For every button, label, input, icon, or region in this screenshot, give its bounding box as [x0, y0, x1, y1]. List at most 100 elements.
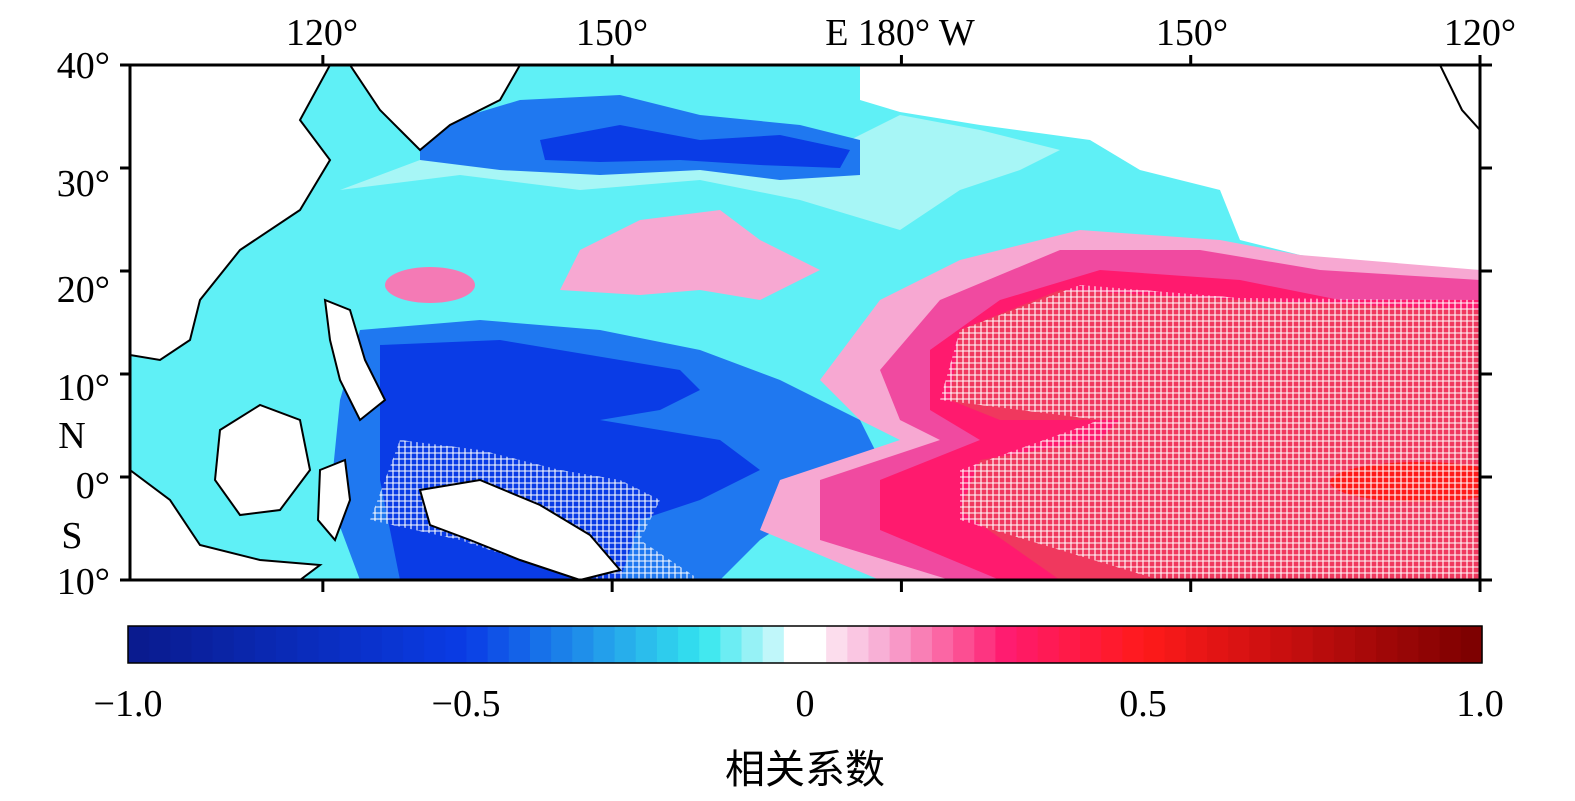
colorbar-tick-label-05: 0.5 — [1119, 683, 1167, 725]
colorbar-cell — [1228, 626, 1250, 663]
colorbar-cell — [720, 626, 743, 663]
land-masses — [130, 65, 1480, 580]
colorbar-cell — [1080, 626, 1102, 663]
colorbar-cell — [1418, 626, 1441, 663]
colorbar-cell — [868, 626, 891, 663]
latitude-ticks — [120, 63, 1492, 582]
colorbar-cell — [1143, 626, 1166, 663]
colorbar-cell — [1164, 626, 1187, 663]
colorbar-cell — [783, 626, 806, 663]
colorbar-cell — [170, 626, 193, 663]
colorbar-cell — [339, 626, 362, 663]
colorbar-cell — [1206, 626, 1229, 663]
colorbar-cell — [1185, 626, 1208, 663]
colorbar-cell — [466, 626, 489, 663]
colorbar-cell — [191, 626, 214, 663]
asia-mainland — [130, 65, 332, 362]
colorbar-cell — [445, 626, 468, 663]
hemisphere-n-label: N — [58, 415, 85, 457]
colorbar-tick-label-1: 1.0 — [1456, 683, 1504, 725]
colorbar-cell — [805, 626, 827, 663]
colorbar-cell — [953, 626, 975, 663]
colorbar-cell — [1291, 626, 1314, 663]
colorbar-cell — [1037, 626, 1060, 663]
sulawesi — [316, 458, 352, 542]
colorbar-cell — [149, 626, 171, 663]
colorbar-cell — [699, 626, 721, 663]
no-data-region — [860, 65, 1480, 270]
colorbar-cell — [1249, 626, 1272, 663]
colorbar-cell — [254, 626, 277, 663]
korea-japan — [348, 65, 522, 152]
colorbar-cell — [741, 626, 764, 663]
colorbar-cell — [974, 626, 997, 663]
colorbar-tick-label-neg05: −0.5 — [432, 683, 501, 725]
colorbar-cell — [1312, 626, 1335, 663]
colorbar-cell — [297, 626, 320, 663]
philippines — [323, 298, 387, 422]
sumatra-java — [130, 468, 323, 580]
light-cyan-region — [340, 115, 1060, 230]
lat-label-0: 0° — [76, 465, 110, 507]
lon-label-120e: 120° — [286, 12, 358, 54]
colorbar-cell — [233, 626, 256, 663]
colorbar-cell — [572, 626, 595, 663]
colorbar-cell — [910, 626, 933, 663]
colorbar-cell — [931, 626, 954, 663]
pink-patch-20n — [385, 267, 475, 303]
colorbar-cell — [128, 626, 150, 663]
colorbar-cell — [212, 626, 235, 663]
pink-region-north — [560, 210, 820, 300]
hemisphere-s-label: S — [61, 515, 82, 557]
significance-hatch-east — [940, 285, 1480, 580]
colorbar-cell — [1460, 626, 1483, 663]
new-guinea — [418, 478, 622, 580]
colorbar-cell — [1058, 626, 1081, 663]
colorbar-cell — [529, 626, 552, 663]
colorbar-cell — [1016, 626, 1039, 663]
colorbar-cell — [360, 626, 383, 663]
colorbar-cell — [1355, 626, 1377, 663]
north-america-edge — [1438, 65, 1480, 132]
colorbar-cell — [1101, 626, 1123, 663]
colorbar-frame — [127, 625, 1483, 664]
map-panel — [130, 65, 1480, 580]
lat-label-40n: 40° — [57, 45, 110, 87]
colorbar-cell — [424, 626, 446, 663]
colorbar-cell — [318, 626, 341, 663]
lat-label-30n: 30° — [57, 163, 110, 205]
colorbar-cell — [826, 626, 848, 663]
dark-blue-band-north — [540, 125, 850, 168]
colorbar-cell — [762, 626, 785, 663]
borneo — [213, 403, 312, 517]
lon-label-150e: 150° — [576, 12, 648, 54]
colorbar-cell — [403, 626, 425, 663]
colorbar-cell — [1376, 626, 1398, 663]
colorbar-title: 相关系数 — [725, 747, 885, 793]
colorbar-cell — [1122, 626, 1145, 663]
colorbar-cell — [635, 626, 658, 663]
colorbar-cell — [995, 626, 1018, 663]
colorbar-cell — [889, 626, 912, 663]
colorbar-cell — [1333, 626, 1356, 663]
map-frame — [128, 63, 1482, 582]
colorbar-cell — [656, 626, 679, 663]
colorbar-cell — [487, 626, 510, 663]
lon-label-180: E 180° W — [825, 12, 975, 54]
colorbar-cell — [847, 626, 870, 663]
colorbar-cell — [551, 626, 573, 663]
colorbar-cell — [1270, 626, 1293, 663]
colorbar-cell — [508, 626, 531, 663]
lon-label-150w: 150° — [1156, 12, 1228, 54]
longitude-ticks — [321, 55, 1482, 592]
colorbar-tick-label-0: 0 — [796, 683, 815, 725]
colorbar-cell — [1439, 626, 1462, 663]
colorbar-cell — [1397, 626, 1420, 663]
lon-label-120w: 120° — [1444, 12, 1516, 54]
lat-label-10s: 10° — [57, 561, 110, 603]
colorbar — [127, 625, 1483, 664]
colorbar-cell — [614, 626, 637, 663]
colorbar-cell — [381, 626, 404, 663]
colorbar-cell — [276, 626, 298, 663]
